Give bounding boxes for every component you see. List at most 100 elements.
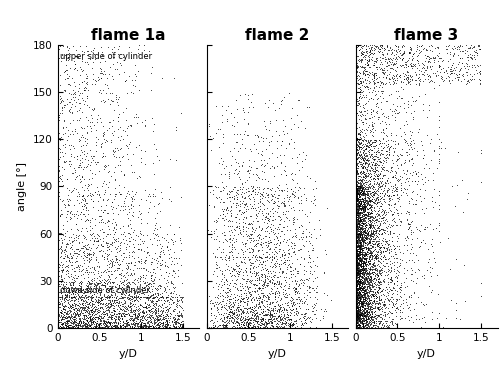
Point <box>230 283 237 289</box>
Point <box>370 246 378 252</box>
Point <box>358 236 366 242</box>
Point <box>92 235 100 241</box>
Point <box>360 216 368 221</box>
Point <box>352 236 360 242</box>
Point <box>250 229 258 235</box>
Point <box>262 244 270 250</box>
Point <box>68 75 76 81</box>
Point <box>364 314 372 320</box>
Point <box>364 248 372 254</box>
Point <box>130 323 138 329</box>
Point <box>84 301 92 307</box>
Point <box>251 318 259 324</box>
Point <box>68 96 76 102</box>
Point <box>58 267 66 273</box>
Point <box>245 324 253 330</box>
Point <box>124 295 132 301</box>
Point <box>364 244 372 250</box>
Point <box>360 269 368 275</box>
Point <box>444 235 452 241</box>
Point <box>422 47 430 53</box>
Point <box>394 231 402 237</box>
Point <box>260 266 268 272</box>
Point <box>250 238 258 244</box>
Point <box>207 310 215 316</box>
Point <box>272 280 280 286</box>
Point <box>139 232 147 238</box>
Point <box>251 191 259 197</box>
Point <box>61 88 69 94</box>
Point <box>360 288 368 294</box>
Point <box>278 117 286 123</box>
Point <box>57 211 65 217</box>
Point <box>403 140 411 146</box>
Point <box>70 66 78 72</box>
Point <box>114 296 122 302</box>
Point <box>365 261 373 267</box>
Point <box>366 52 374 58</box>
Point <box>127 313 135 319</box>
Point <box>90 308 98 314</box>
Point <box>352 205 360 211</box>
Point <box>258 216 266 222</box>
Point <box>308 231 316 237</box>
Point <box>112 259 120 265</box>
Point <box>288 155 296 161</box>
Point <box>377 186 385 192</box>
Point <box>260 240 268 246</box>
Point <box>140 304 147 310</box>
Point <box>364 194 372 200</box>
Point <box>271 290 279 296</box>
Point <box>360 288 368 294</box>
Point <box>96 227 104 233</box>
Point <box>358 155 366 161</box>
Point <box>378 42 386 47</box>
Point <box>74 318 82 324</box>
Point <box>125 279 133 285</box>
Point <box>360 239 368 245</box>
Point <box>368 214 376 220</box>
Point <box>388 164 396 170</box>
Point <box>352 258 360 264</box>
Point <box>96 191 104 197</box>
Point <box>127 316 135 322</box>
Point <box>369 291 377 297</box>
Point <box>54 319 62 325</box>
Point <box>130 288 138 293</box>
Point <box>352 311 360 317</box>
Point <box>262 225 270 231</box>
Point <box>357 206 365 212</box>
Point <box>175 319 183 325</box>
Point <box>404 49 412 55</box>
Point <box>240 109 248 115</box>
Point <box>356 251 364 257</box>
Point <box>369 247 377 253</box>
Point <box>404 104 412 110</box>
Point <box>144 318 152 324</box>
Point <box>108 131 116 137</box>
Point <box>364 139 372 145</box>
Point <box>362 308 370 314</box>
Point <box>150 291 158 297</box>
Point <box>238 308 246 314</box>
Point <box>356 214 364 220</box>
Point <box>358 275 366 281</box>
Point <box>452 71 460 77</box>
Point <box>91 319 99 325</box>
Point <box>410 178 418 184</box>
Point <box>366 180 374 186</box>
Point <box>354 81 362 87</box>
Point <box>388 160 396 165</box>
Point <box>78 280 86 286</box>
Point <box>353 200 361 206</box>
Point <box>106 241 114 247</box>
Point <box>370 180 378 186</box>
Point <box>149 291 157 297</box>
Point <box>228 303 236 309</box>
Point <box>366 197 374 203</box>
Point <box>159 321 167 326</box>
Point <box>360 316 368 322</box>
Point <box>218 276 226 282</box>
Point <box>75 318 83 324</box>
Point <box>58 317 66 323</box>
